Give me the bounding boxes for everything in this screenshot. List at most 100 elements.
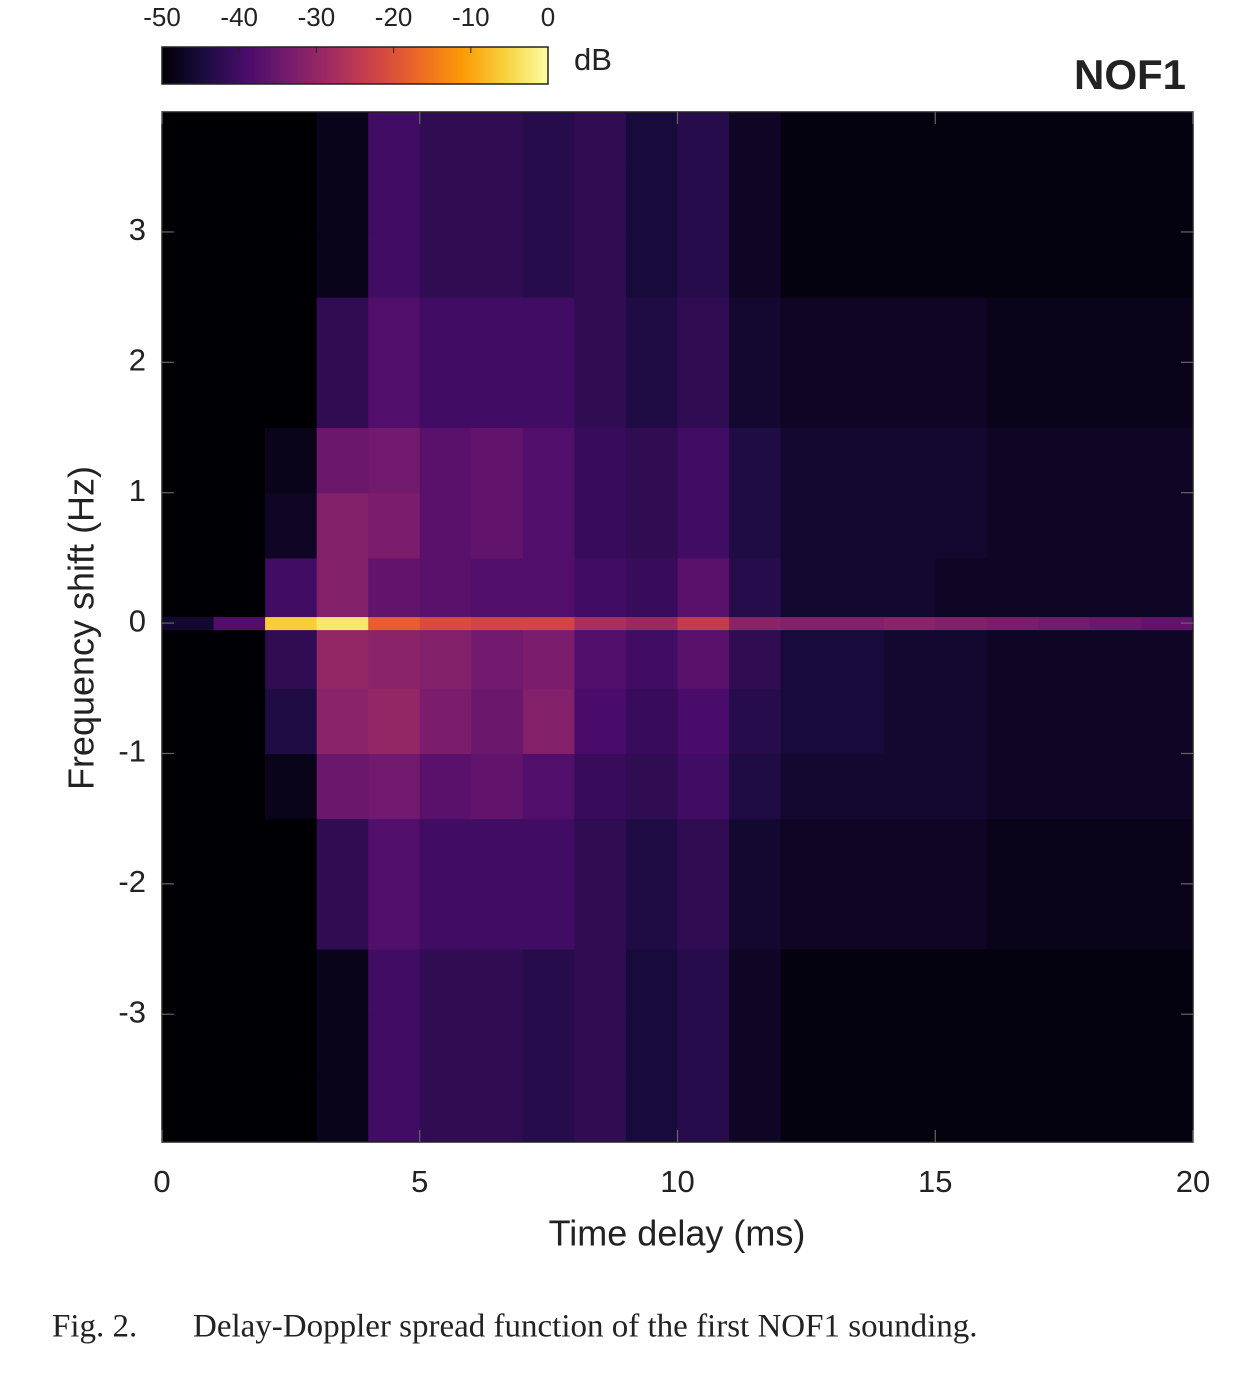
heatmap-cell — [625, 427, 678, 494]
heatmap-cell — [986, 949, 1039, 1015]
heatmap-cell — [265, 362, 318, 429]
heatmap-cell — [213, 112, 266, 168]
heatmap-cell — [471, 362, 524, 429]
heatmap-cell — [265, 1079, 318, 1143]
heatmap-cell — [471, 112, 524, 168]
heatmap-cell — [986, 427, 1039, 494]
y-tick-label: 0 — [129, 603, 146, 638]
heatmap-cell — [832, 231, 885, 298]
heatmap-cell — [729, 753, 782, 820]
heatmap-cell — [522, 297, 575, 363]
heatmap-cell — [1089, 1079, 1142, 1143]
heatmap-cell — [162, 753, 215, 820]
heatmap-cell — [625, 557, 678, 618]
heatmap-cell — [162, 112, 215, 168]
heatmap-cell — [935, 818, 988, 885]
heatmap-cell — [986, 688, 1039, 754]
heatmap-cell — [471, 688, 524, 754]
heatmap-cell — [677, 112, 730, 168]
heatmap-cell — [986, 616, 1039, 631]
heatmap-cell — [1089, 557, 1142, 618]
heatmap-cell — [625, 1079, 678, 1143]
heatmap-cell — [1089, 492, 1142, 559]
heatmap-cell — [780, 297, 833, 363]
heatmap-cell — [265, 949, 318, 1015]
heatmap-cell — [1141, 616, 1194, 631]
heatmap-cell — [935, 629, 988, 689]
heatmap-cell — [883, 1079, 936, 1143]
heatmap-cell — [316, 231, 369, 298]
heatmap-cell — [883, 297, 936, 363]
colorbar-tick-label: 0 — [541, 2, 555, 32]
heatmap-cell — [162, 231, 215, 298]
heatmap-cell — [986, 629, 1039, 689]
heatmap-cell — [1141, 362, 1194, 429]
heatmap-cell — [213, 557, 266, 618]
heatmap-cell — [522, 231, 575, 298]
heatmap-cell — [162, 949, 215, 1015]
heatmap-cell — [677, 297, 730, 363]
heatmap-cell — [832, 753, 885, 820]
heatmap-cell — [213, 166, 266, 233]
heatmap-cell — [213, 818, 266, 885]
heatmap-cell — [935, 688, 988, 754]
heatmap-cell — [265, 112, 318, 168]
heatmap-cell — [883, 231, 936, 298]
heatmap-cell — [986, 818, 1039, 885]
heatmap-cell — [265, 753, 318, 820]
heatmap-cell — [729, 492, 782, 559]
heatmap-cell — [368, 688, 421, 754]
x-tick-label: 15 — [918, 1164, 952, 1199]
heatmap-cell — [265, 166, 318, 233]
heatmap-cell — [832, 297, 885, 363]
heatmap-cell — [522, 362, 575, 429]
heatmap-cell — [368, 883, 421, 950]
heatmap-cell — [625, 362, 678, 429]
heatmap-cell — [677, 949, 730, 1015]
heatmap-cell — [935, 297, 988, 363]
heatmap-cell — [935, 1079, 988, 1143]
heatmap-cell — [1038, 492, 1091, 559]
heatmap-cell — [419, 557, 472, 618]
heatmap-cell — [780, 1014, 833, 1080]
heatmap-cell — [471, 557, 524, 618]
heatmap-cell — [1089, 297, 1142, 363]
colorbar-tick-label: -50 — [143, 2, 181, 32]
heatmap-cell — [780, 557, 833, 618]
heatmap-cell — [1141, 231, 1194, 298]
heatmap-cell — [522, 818, 575, 885]
heatmap-cell — [1038, 1079, 1091, 1143]
heatmap-cell — [368, 1014, 421, 1080]
heatmap-cell — [1089, 112, 1142, 168]
heatmap-cell — [1038, 362, 1091, 429]
heatmap-cell — [574, 883, 627, 950]
heatmap-cell — [419, 166, 472, 233]
heatmap-cell — [316, 818, 369, 885]
heatmap-cell — [471, 1014, 524, 1080]
heatmap-cell — [883, 616, 936, 631]
heatmap-cell — [419, 112, 472, 168]
heatmap-cell — [522, 883, 575, 950]
heatmap-cell — [986, 557, 1039, 618]
heatmap-cell — [471, 883, 524, 950]
heatmap-cell — [677, 557, 730, 618]
heatmap-cell — [935, 753, 988, 820]
heatmap-cell — [213, 297, 266, 363]
heatmap-cell — [213, 1079, 266, 1143]
heatmap-cell — [471, 297, 524, 363]
heatmap-cell — [1141, 166, 1194, 233]
heatmap-cell — [265, 231, 318, 298]
heatmap-cell — [986, 1079, 1039, 1143]
heatmap-cell — [316, 883, 369, 950]
heatmap-cell — [729, 231, 782, 298]
heatmap-cell — [1089, 231, 1142, 298]
heatmap-cell — [316, 297, 369, 363]
heatmap-cell — [677, 427, 730, 494]
heatmap-cell — [574, 818, 627, 885]
heatmap-cell — [162, 427, 215, 494]
heatmap-cell — [625, 112, 678, 168]
heatmap-cell — [986, 362, 1039, 429]
heatmap-cell — [162, 883, 215, 950]
heatmap-cell — [935, 557, 988, 618]
heatmap-cell — [1089, 883, 1142, 950]
